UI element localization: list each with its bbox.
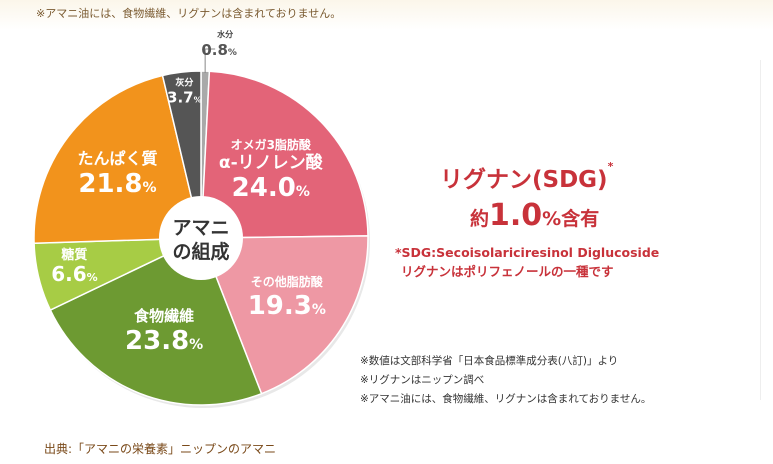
lignan-prefix: 約 [470, 208, 490, 230]
lignan-def-line-2: リグナンはポリフェノールの一種です [401, 264, 614, 279]
leader-line-0 [204, 48, 216, 74]
source-credit: 出典:「アマニの栄養素」ニップンのアマニ [44, 442, 277, 456]
slice-value-2: 19.3% [248, 291, 326, 321]
slice-label-0: 水分 [216, 29, 233, 39]
lignan-title-mark: * [607, 160, 614, 173]
lignan-title: リグナン(SDG)* [440, 160, 613, 194]
slice-label-2: その他脂肪酸 [251, 274, 324, 289]
lignan-def-line-1: *SDG:Secoisolariciresinol Diglucoside [395, 245, 660, 260]
slice-label-4: 糖質 [61, 247, 87, 263]
lignan-title-text: リグナン(SDG) [440, 167, 608, 193]
slice-label-1: オメガ3脂肪酸 [231, 137, 312, 152]
note-3: ※アマニ油には、食物繊維、リグナンは含まれておりません。 [360, 393, 652, 405]
slice-label-3: 食物繊維 [134, 307, 194, 325]
lignan-amount: 約1.0%含有 [470, 198, 599, 233]
note-1: ※数値は文部科学省「日本食品標準成分表(八訂)」より [360, 355, 619, 367]
lignan-suffix: %含有 [542, 208, 600, 230]
slice-label-5: たんぱく質 [77, 149, 157, 168]
slice-value-4: 6.6% [51, 262, 97, 286]
top-band [0, 0, 773, 30]
slice-label-6: 灰分 [175, 76, 193, 88]
note-2: ※リグナンはニップン調べ [360, 374, 485, 386]
slice-value-0: 0.8% [201, 41, 237, 59]
right-divider [760, 60, 761, 400]
pie-slice-1 [200, 70, 369, 239]
pie-slice-3 [49, 236, 263, 406]
center-label-line-2: の組成 [172, 240, 229, 263]
pie-slice-6 [161, 70, 202, 239]
pie-center [159, 196, 243, 280]
slice-value-3: 23.8% [125, 326, 203, 356]
slice-sublabel-1: α-リノレン酸 [219, 152, 324, 173]
lignan-value: 1.0 [489, 198, 543, 233]
pie-slice-2 [199, 235, 369, 395]
notes-block: ※数値は文部科学省「日本食品標準成分表(八訂)」より ※リグナンはニップン調べ … [360, 352, 651, 409]
center-label-line-1: アマニ [172, 217, 229, 239]
lignan-definition: *SDG:Secoisolariciresinol Diglucoside リグ… [395, 243, 659, 281]
slice-value-6: 3.7% [167, 88, 202, 106]
pie-slice-5 [33, 74, 202, 245]
top-note: ※アマニ油には、食物繊維、リグナンは含まれておりません。 [36, 7, 342, 20]
